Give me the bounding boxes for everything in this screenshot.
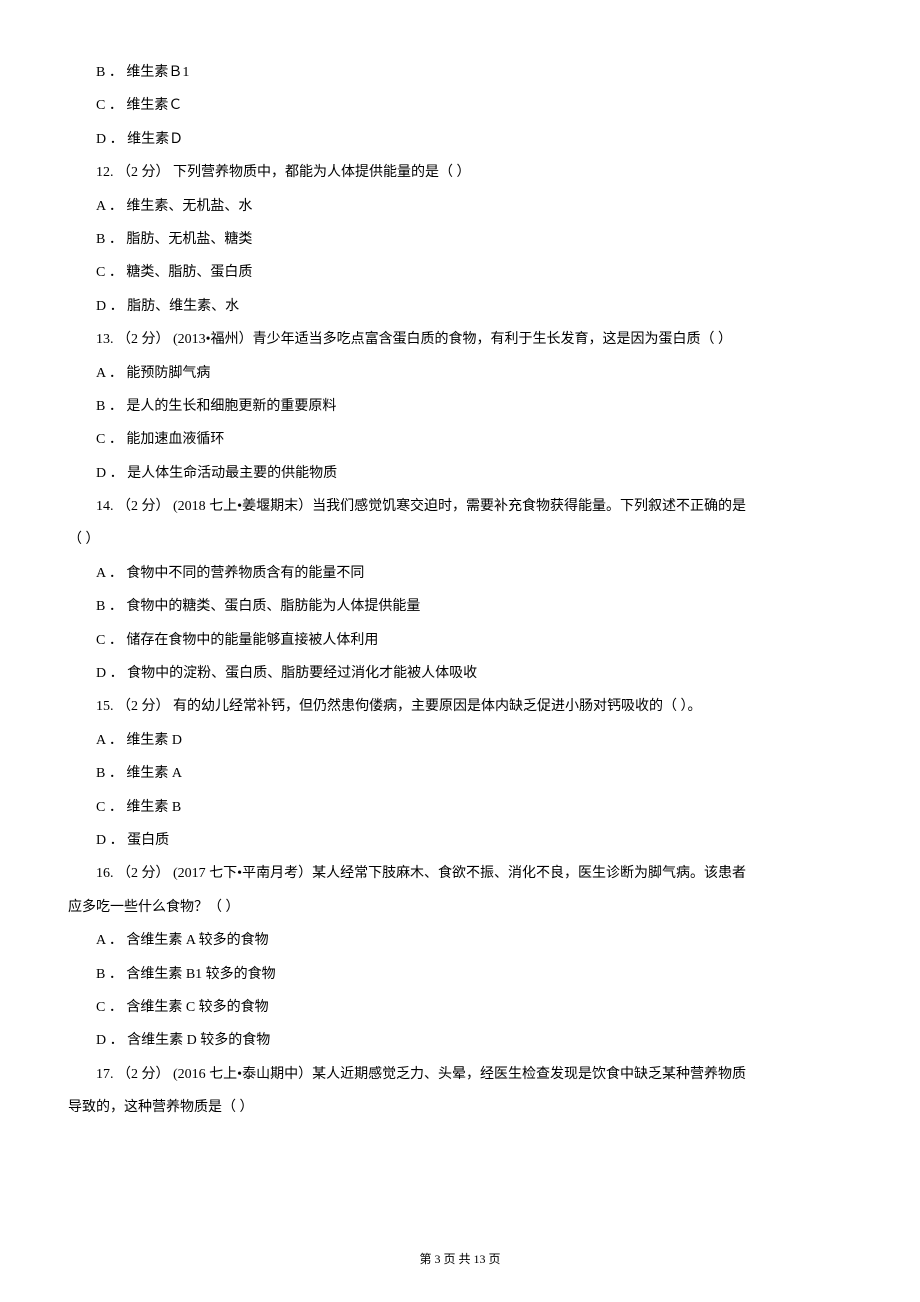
q14-option-d: D ． 食物中的淀粉、蛋白质、脂肪要经过消化才能被人体吸收: [68, 659, 852, 688]
q16-stem: 16. （2 分） (2017 七下•平南月考）某人经常下肢麻木、食欲不振、消化…: [68, 859, 852, 888]
q14-option-b: B ． 食物中的糖类、蛋白质、脂肪能为人体提供能量: [68, 592, 852, 621]
q14-option-c: C ． 储存在食物中的能量能够直接被人体利用: [68, 626, 852, 655]
q12-stem: 12. （2 分） 下列营养物质中，都能为人体提供能量的是（ ）: [68, 158, 852, 187]
q17-stem-continue: 导致的，这种营养物质是（ ）: [68, 1093, 852, 1122]
q16-option-c: C ． 含维生素 C 较多的食物: [68, 993, 852, 1022]
q15-option-b: B ． 维生素 A: [68, 759, 852, 788]
q14-stem: 14. （2 分） (2018 七上•姜堰期末）当我们感觉饥寒交迫时，需要补充食…: [68, 492, 852, 521]
q16-option-d: D ． 含维生素 D 较多的食物: [68, 1026, 852, 1055]
q11-option-b: B ． 维生素Ｂ1: [68, 58, 852, 87]
q13-option-a: A ． 能预防脚气病: [68, 359, 852, 388]
q15-option-c: C ． 维生素 B: [68, 793, 852, 822]
q14-option-a: A ． 食物中不同的营养物质含有的能量不同: [68, 559, 852, 588]
q15-option-d: D ． 蛋白质: [68, 826, 852, 855]
q13-option-b: B ． 是人的生长和细胞更新的重要原料: [68, 392, 852, 421]
q17-stem: 17. （2 分） (2016 七上•泰山期中）某人近期感觉乏力、头晕，经医生检…: [68, 1060, 852, 1089]
q13-stem: 13. （2 分） (2013•福州）青少年适当多吃点富含蛋白质的食物，有利于生…: [68, 325, 852, 354]
q13-option-d: D ． 是人体生命活动最主要的供能物质: [68, 459, 852, 488]
q11-option-c: C ． 维生素Ｃ: [68, 91, 852, 120]
q12-option-c: C ． 糖类、脂肪、蛋白质: [68, 258, 852, 287]
q16-option-a: A ． 含维生素 A 较多的食物: [68, 926, 852, 955]
q11-option-d: D ． 维生素Ｄ: [68, 125, 852, 154]
q12-option-a: A ． 维生素、无机盐、水: [68, 192, 852, 221]
q13-option-c: C ． 能加速血液循环: [68, 425, 852, 454]
q16-stem-continue: 应多吃一些什么食物？（ ）: [68, 893, 852, 922]
q15-option-a: A ． 维生素 D: [68, 726, 852, 755]
page-footer: 第 3 页 共 13 页: [0, 1247, 920, 1272]
q16-option-b: B ． 含维生素 B1 较多的食物: [68, 960, 852, 989]
q14-stem-continue: （ ）: [68, 525, 852, 554]
q12-option-d: D ． 脂肪、维生素、水: [68, 292, 852, 321]
q15-stem: 15. （2 分） 有的幼儿经常补钙，但仍然患佝偻病，主要原因是体内缺乏促进小肠…: [68, 692, 852, 721]
q12-option-b: B ． 脂肪、无机盐、糖类: [68, 225, 852, 254]
